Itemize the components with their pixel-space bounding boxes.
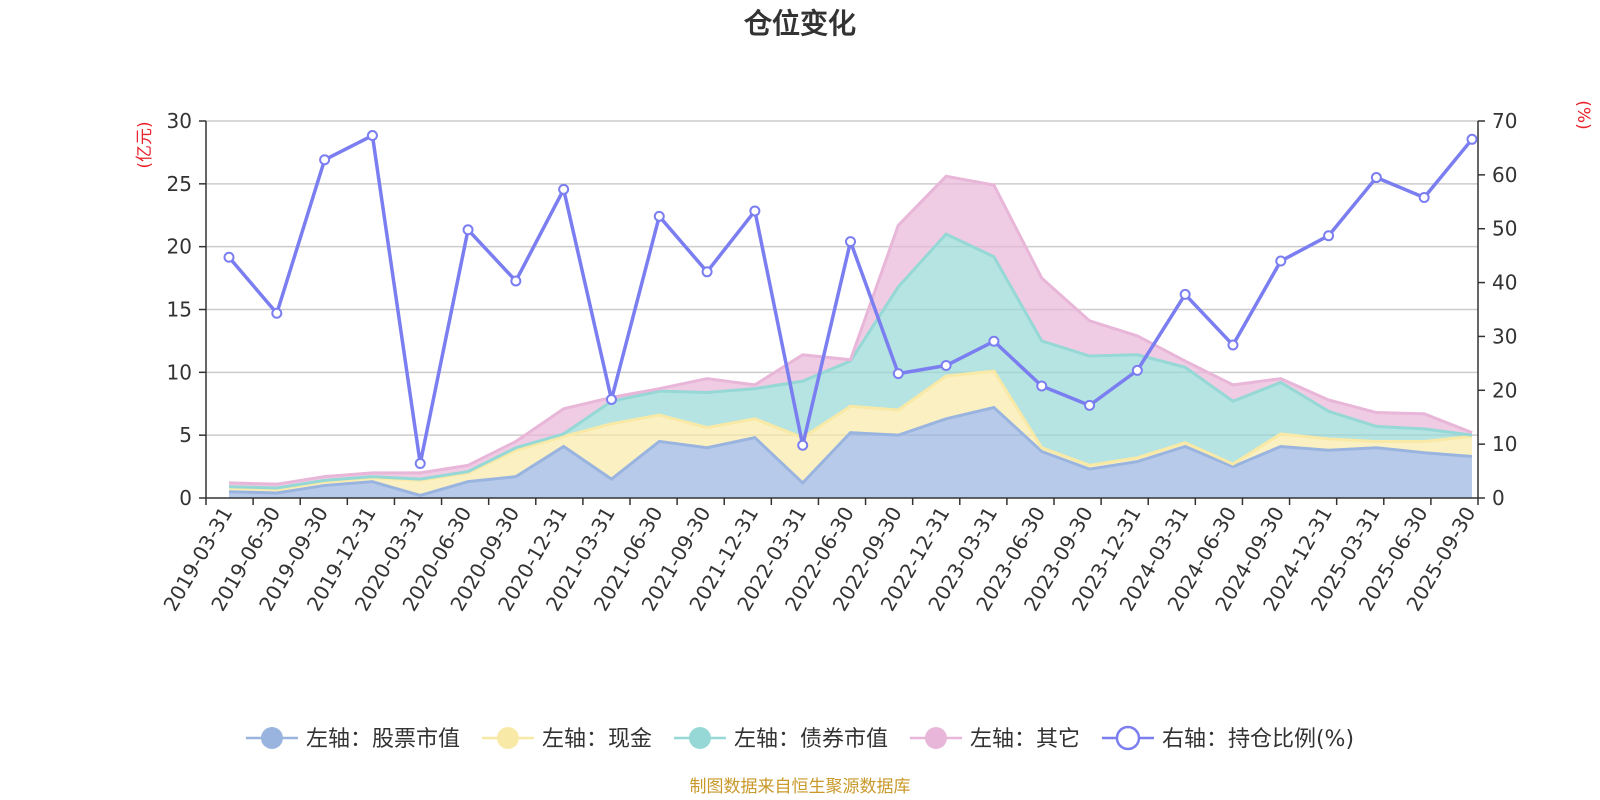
stacked-areas [228, 174, 1473, 498]
legend-circle-icon [260, 727, 283, 749]
legend[interactable]: 左轴：股票市值 左轴：现金 左轴：债券市值 左轴：其它 右轴：持仓比例(%) [245, 725, 1354, 752]
ratio-point [1131, 364, 1143, 376]
left-tick-label: 0 [179, 486, 192, 510]
right-tick-label: 60 [1492, 163, 1517, 187]
ratio-point [1323, 230, 1335, 242]
ratio-point [749, 205, 761, 217]
ratio-point [1275, 255, 1287, 267]
legend-item[interactable]: 右轴：持仓比例(%) [1101, 725, 1354, 752]
left-tick-label: 25 [167, 172, 192, 196]
ratio-point [701, 266, 713, 278]
right-axis-unit-label: (%) [1573, 100, 1593, 129]
ratio-point [1084, 399, 1096, 411]
ratio-point [1179, 288, 1191, 300]
holding-ratio-line [223, 130, 1478, 470]
legend-item[interactable]: 左轴：现金 [481, 727, 652, 752]
ratio-point [892, 368, 904, 380]
ratio-point [223, 251, 235, 263]
right-tick-label: 50 [1492, 217, 1517, 241]
ratio-point [1036, 380, 1048, 392]
chart-title: 仓位变化 [744, 7, 856, 40]
legend-label: 左轴：现金 [542, 727, 652, 752]
ratio-point [1227, 339, 1239, 351]
ratio-point [558, 183, 570, 195]
legend-label: 左轴：股票市值 [306, 727, 460, 752]
ratio-point [319, 154, 331, 166]
ratio-point [845, 236, 856, 248]
legend-circle-icon [496, 727, 519, 749]
area-0 [229, 407, 1472, 498]
left-tick-label: 15 [167, 298, 192, 322]
right-tick-label: 30 [1492, 324, 1517, 348]
legend-label: 左轴：其它 [970, 727, 1080, 752]
area-edge-3 [228, 174, 1473, 486]
left-axis-unit-label: (亿元) [135, 121, 155, 168]
left-tick-label: 5 [179, 423, 192, 447]
legend-label: 左轴：债券市值 [734, 727, 888, 752]
legend-circle-icon [924, 727, 947, 749]
ratio-point [605, 393, 617, 405]
ratio-point [1370, 172, 1382, 184]
ratio-point [1418, 191, 1430, 203]
ratio-point [653, 210, 665, 222]
left-tick-label: 30 [167, 109, 192, 133]
right-tick-label: 10 [1492, 432, 1517, 456]
right-tick-label: 40 [1492, 271, 1517, 295]
right-tick-label: 20 [1492, 378, 1517, 402]
legend-item[interactable]: 左轴：股票市值 [245, 727, 460, 752]
right-tick-label: 0 [1492, 486, 1505, 510]
left-tick-label: 10 [167, 360, 192, 384]
ratio-point [414, 458, 426, 470]
legend-item[interactable]: 左轴：债券市值 [673, 727, 888, 752]
ratio-point [271, 307, 283, 319]
ratio-point [988, 335, 1000, 347]
ratio-point [510, 275, 522, 287]
legend-label: 右轴：持仓比例(%) [1162, 727, 1354, 752]
ratio-point [940, 360, 952, 372]
right-tick-label: 70 [1492, 109, 1517, 133]
legend-hollow-circle-icon [1115, 725, 1141, 751]
ratio-point [366, 130, 378, 142]
legend-circle-icon [688, 727, 711, 749]
legend-item[interactable]: 左轴：其它 [909, 727, 1080, 752]
left-tick-label: 20 [167, 235, 192, 259]
data-source-note: 制图数据来自恒生聚源数据库 [690, 777, 911, 797]
ratio-point [462, 224, 474, 236]
area-edge-0 [228, 405, 1473, 498]
ratio-point [1466, 133, 1478, 145]
ratio-point [797, 439, 809, 451]
